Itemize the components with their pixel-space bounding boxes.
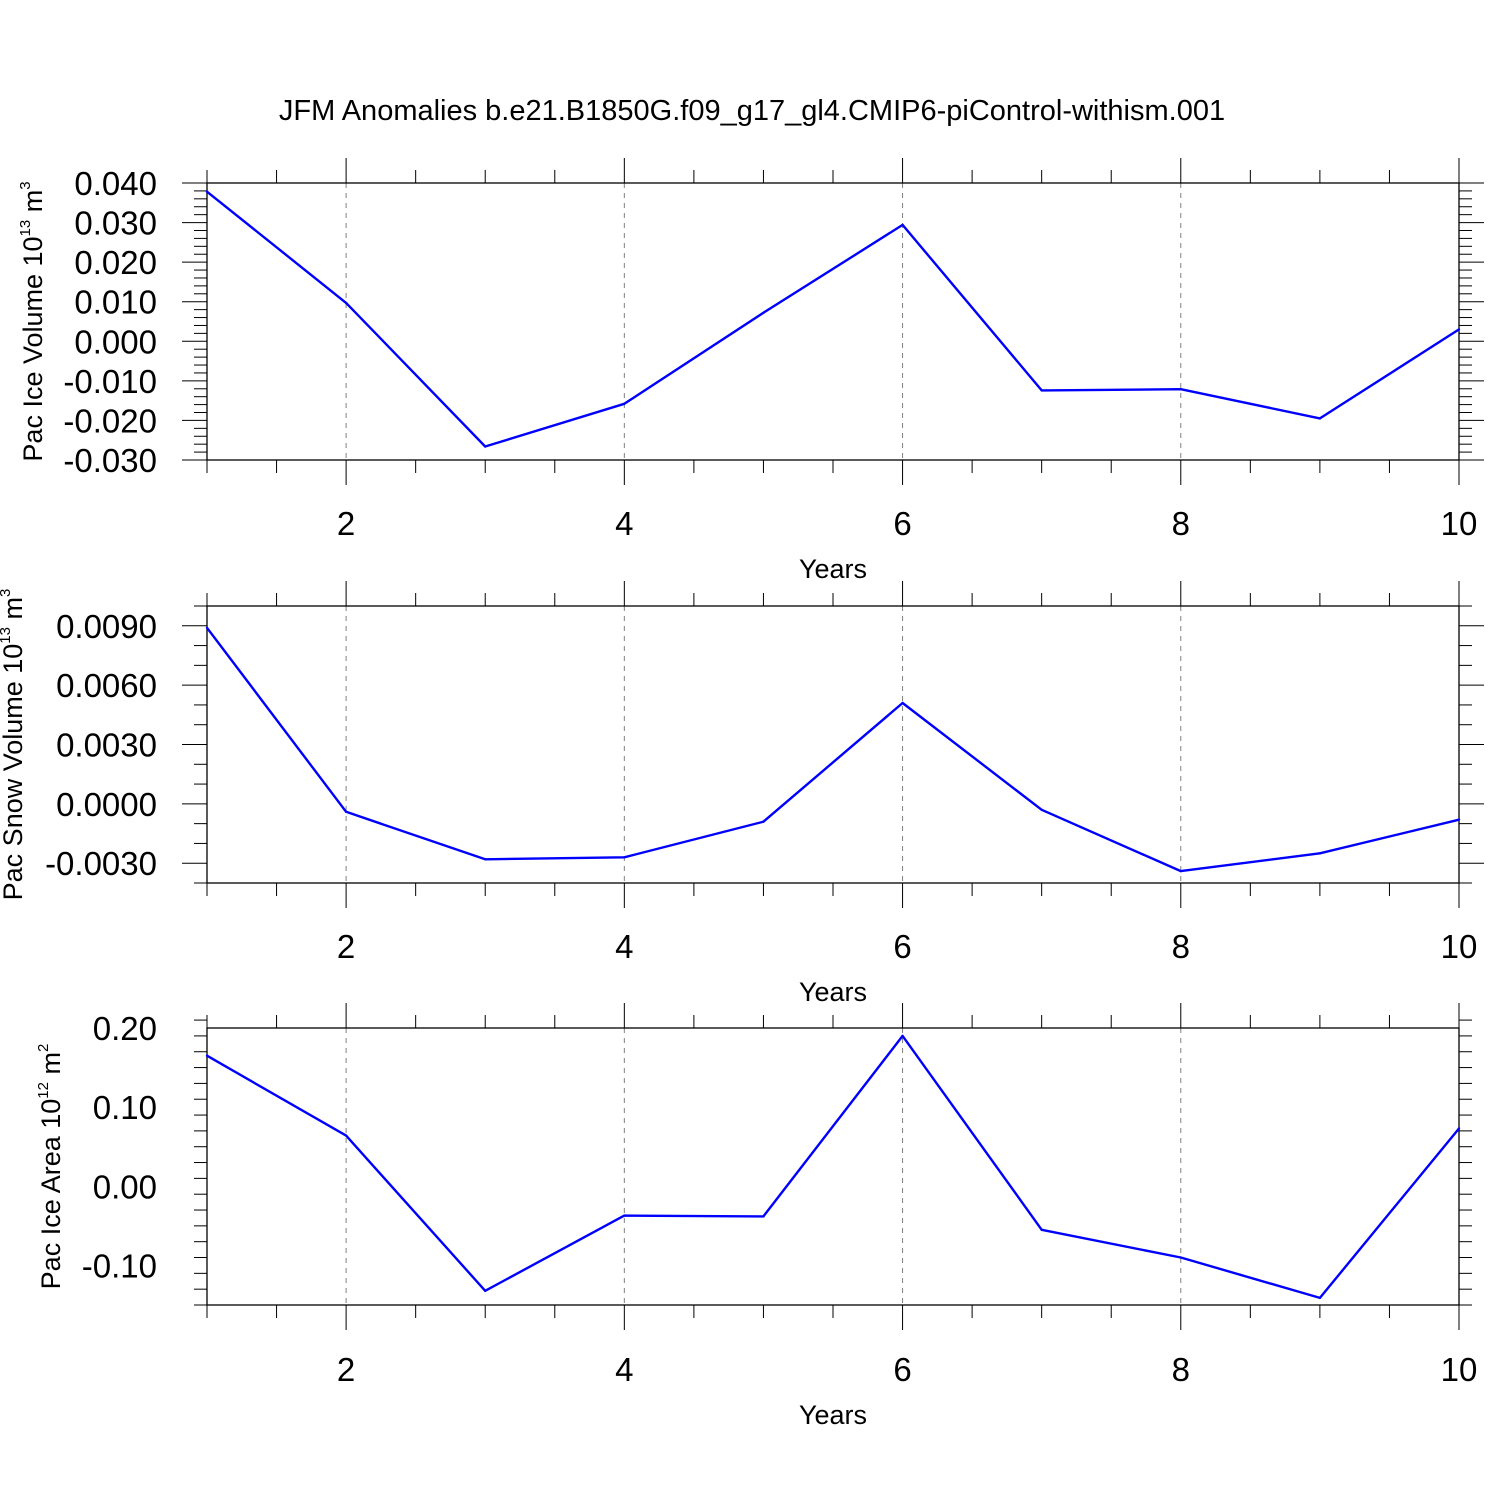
y-tick-label: 0.0030 [56, 727, 157, 764]
x-tick-label: 10 [1441, 505, 1478, 542]
y-tick-label: 0.0060 [56, 667, 157, 704]
y-tick-label: 0.20 [93, 1010, 157, 1047]
y-tick-label: 0.030 [74, 205, 157, 242]
y-tick-label: 0.0000 [56, 786, 157, 823]
series-line [206, 627, 1460, 873]
data-point [1457, 328, 1461, 331]
x-tick-label: 4 [615, 928, 633, 965]
plot-frame [206, 605, 1460, 884]
series-line [206, 190, 1460, 448]
data-point [484, 1289, 487, 1292]
x-tick-label: 2 [337, 505, 355, 542]
y-axis-title: Pac Snow Volume 1013 m3 [0, 589, 28, 901]
plot-frame [206, 1027, 1460, 1306]
data-point [205, 190, 209, 193]
x-axis-title: Years [799, 977, 867, 1007]
x-tick-label: 4 [615, 505, 633, 542]
data-point [762, 1215, 765, 1218]
y-tick-label: 0.040 [74, 165, 157, 202]
data-point [484, 445, 487, 448]
data-point [1457, 1127, 1461, 1130]
data-point [1040, 1228, 1043, 1232]
data-point [623, 1214, 626, 1217]
x-tick-label: 8 [1172, 505, 1190, 542]
data-point [205, 626, 209, 629]
data-point [1040, 808, 1043, 811]
data-point [762, 820, 765, 823]
y-axis-title-unit-exponent: 2 [35, 1044, 52, 1052]
x-tick-label: 10 [1441, 928, 1478, 965]
y-tick-label: -0.020 [63, 402, 157, 439]
data-point [1457, 818, 1461, 821]
y-tick-label: 0.010 [74, 284, 157, 321]
y-tick-label: 0.000 [74, 323, 157, 360]
data-point [344, 301, 348, 305]
y-axis-title-unit-exponent: 3 [17, 181, 34, 189]
y-tick-label: 0.10 [93, 1089, 157, 1126]
data-point [484, 858, 487, 861]
y-axis-title-unit-exponent: 3 [0, 589, 14, 597]
data-point [1179, 869, 1182, 873]
x-tick-label: 6 [893, 928, 911, 965]
x-tick-label: 10 [1441, 1351, 1478, 1388]
x-tick-label: 6 [893, 1351, 911, 1388]
panel-2: 2 4 6 8 10 -0.0030 0.0000 0.0030 0.0060 0.0090 Yea… [0, 581, 1484, 1007]
y-tick-label: 0.00 [93, 1168, 157, 1205]
y-tick-label: 0.0090 [56, 608, 157, 645]
data-point [901, 223, 904, 227]
data-point [901, 1034, 904, 1038]
series-line [206, 1034, 1460, 1300]
panels: 2 4 6 8 10-0.030-0.020-0.0100.0000.0100.0200… [0, 158, 1484, 1430]
y-axis-title-exponent: 12 [35, 1082, 52, 1099]
data-point [1318, 852, 1322, 855]
y-axis-title-unit: m [18, 190, 48, 220]
x-tick-label: 2 [337, 928, 355, 965]
y-tick-label: -0.0030 [45, 845, 157, 882]
y-axis-title-unit: m [36, 1052, 66, 1082]
data-point [901, 701, 904, 705]
data-point [205, 1054, 209, 1057]
plot-frame [206, 182, 1460, 461]
panel-1: 2 4 6 8 10-0.030-0.020-0.0100.0000.0100.0200… [17, 158, 1484, 584]
x-tick-label: 6 [893, 505, 911, 542]
figure-title: JFM Anomalies b.e21.B1850G.f09_g17_gl4.C… [279, 95, 1225, 127]
data-point [1179, 1256, 1182, 1259]
data-point [344, 810, 348, 813]
y-tick-label: 0.020 [74, 244, 157, 281]
data-point [1179, 387, 1182, 391]
y-axis-title-exponent: 13 [17, 220, 34, 237]
y-axis-title: Pac Ice Area 1012 m2 [35, 1044, 66, 1290]
y-axis-title-unit: m [0, 597, 28, 627]
data-point [1040, 389, 1043, 392]
x-tick-label: 8 [1172, 928, 1190, 965]
y-axis-title-text: Pac Snow Volume 10 [0, 644, 28, 901]
data-point [1318, 1296, 1322, 1300]
data-point [762, 311, 765, 314]
data-point [623, 402, 626, 406]
x-tick-label: 8 [1172, 1351, 1190, 1388]
y-axis-title-text: Pac Ice Area 10 [36, 1099, 66, 1290]
y-tick-label: -0.010 [63, 363, 157, 400]
x-axis-title: Years [799, 554, 867, 584]
y-axis-title-text: Pac Ice Volume 10 [18, 236, 48, 461]
data-point [1318, 417, 1322, 420]
y-axis-title-exponent: 13 [0, 627, 14, 644]
panel-3: 2 4 6 8 10 -0.10 0.00 0.10 0.20 Years Pac Ice Area… [35, 1003, 1477, 1430]
x-axis-title: Years [799, 1400, 867, 1430]
y-axis-title: Pac Ice Volume 1013 m3 [17, 181, 48, 461]
x-tick-label: 4 [615, 1351, 633, 1388]
y-tick-label: -0.10 [82, 1247, 157, 1284]
y-tick-label: -0.030 [63, 442, 157, 479]
x-tick-label: 2 [337, 1351, 355, 1388]
data-point [344, 1134, 348, 1137]
data-point [623, 856, 626, 859]
